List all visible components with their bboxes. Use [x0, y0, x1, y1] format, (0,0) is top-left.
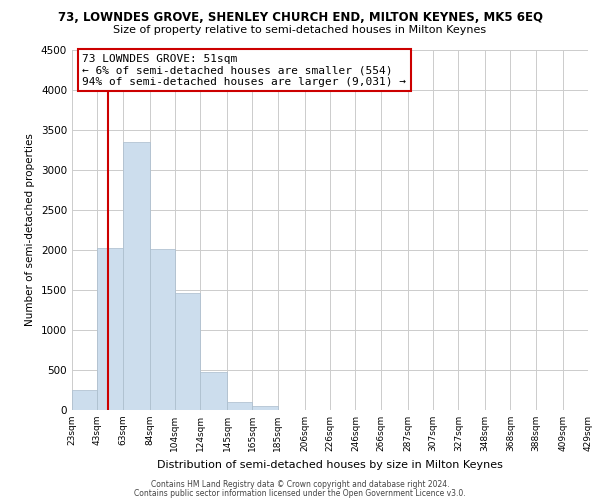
X-axis label: Distribution of semi-detached houses by size in Milton Keynes: Distribution of semi-detached houses by …: [157, 460, 503, 469]
Bar: [200, 372, 227, 410]
Bar: [149, 249, 175, 410]
Bar: [227, 402, 253, 410]
Text: Contains public sector information licensed under the Open Government Licence v3: Contains public sector information licen…: [134, 488, 466, 498]
Text: 73 LOWNDES GROVE: 51sqm
← 6% of semi-detached houses are smaller (554)
94% of se: 73 LOWNDES GROVE: 51sqm ← 6% of semi-det…: [82, 54, 406, 87]
Bar: [97, 248, 123, 410]
Text: 73, LOWNDES GROVE, SHENLEY CHURCH END, MILTON KEYNES, MK5 6EQ: 73, LOWNDES GROVE, SHENLEY CHURCH END, M…: [58, 11, 542, 24]
Y-axis label: Number of semi-detached properties: Number of semi-detached properties: [25, 134, 35, 326]
Text: Size of property relative to semi-detached houses in Milton Keynes: Size of property relative to semi-detach…: [113, 25, 487, 35]
Bar: [72, 390, 97, 410]
Bar: [253, 406, 278, 410]
Text: Contains HM Land Registry data © Crown copyright and database right 2024.: Contains HM Land Registry data © Crown c…: [151, 480, 449, 489]
Bar: [175, 293, 200, 410]
Bar: [123, 142, 149, 410]
